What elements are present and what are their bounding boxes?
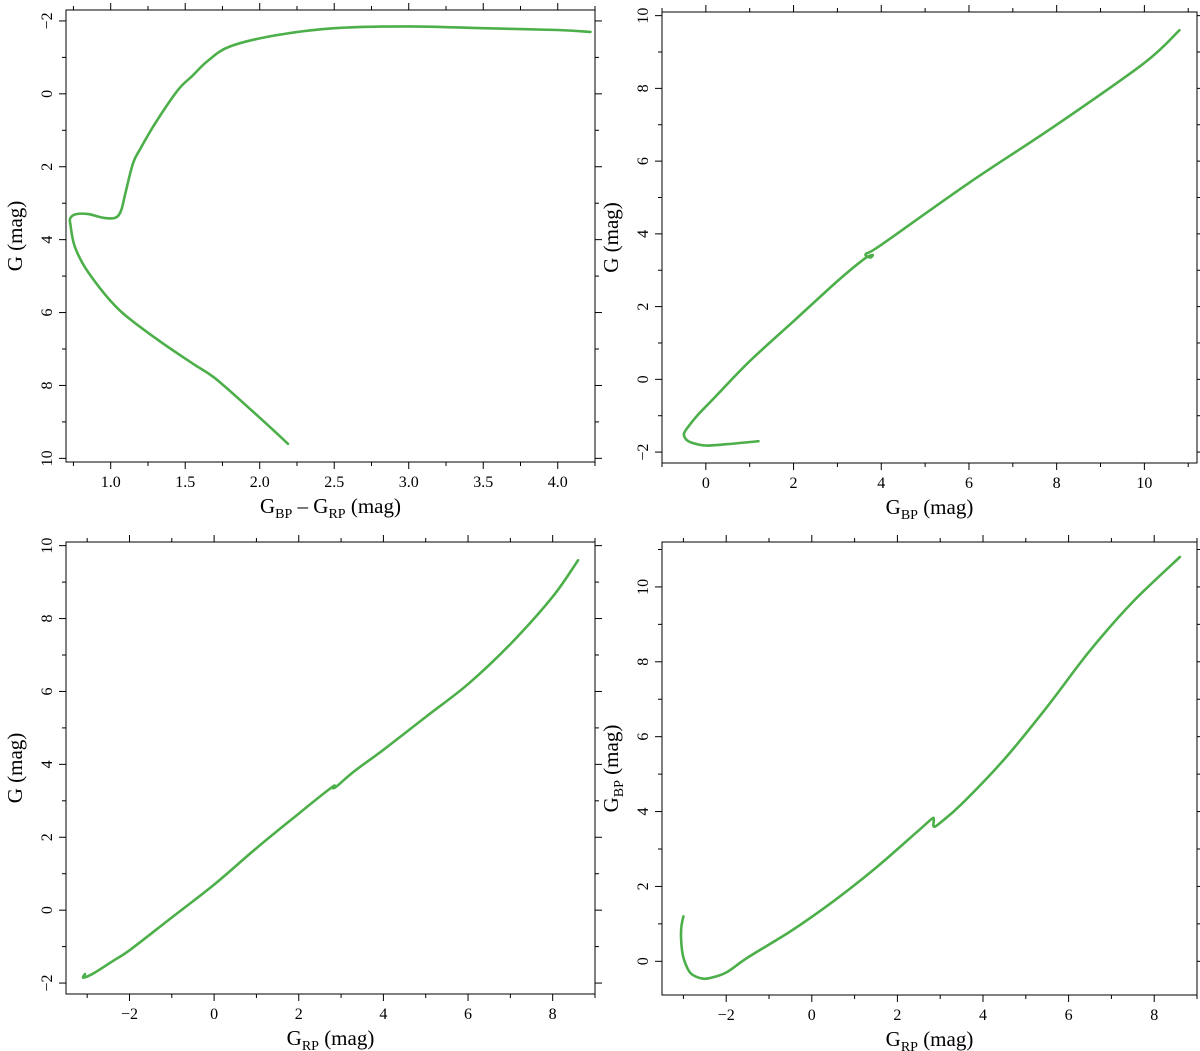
y-tick-label: 10: [39, 538, 56, 554]
y-axis-label: G (mag): [3, 201, 27, 272]
y-tick-label: 10: [635, 8, 652, 24]
x-tick-label: 2.0: [250, 474, 270, 491]
x-tick-label: 1.5: [175, 474, 195, 491]
x-tick-label: 6: [965, 475, 973, 492]
x-tick-label: 0: [702, 475, 710, 492]
x-tick-label: 8: [1053, 475, 1061, 492]
y-tick-label: 2: [39, 163, 56, 171]
x-axis-label: GBP (mag): [886, 495, 974, 523]
y-tick-label: 0: [635, 375, 652, 383]
plot-frame: [65, 9, 596, 463]
panel-top-right: 0 2 4 6 8 10 −2 0 2 4 6 8 10 GBP (mag) G (mag): [599, 5, 1200, 523]
y-tick-label: −2: [39, 975, 56, 992]
y-tick-label: 0: [635, 957, 652, 965]
x-tick-label: 3.0: [399, 474, 419, 491]
x-tick-label: 2: [790, 475, 798, 492]
x-axis-label: GRP (mag): [287, 1026, 375, 1051]
y-axis-label: GBP (mag): [599, 725, 627, 813]
x-tick-label: 6: [1065, 1007, 1073, 1024]
plot-frame: [661, 11, 1198, 464]
plot-frame: [65, 541, 596, 995]
y-tick-label: 6: [635, 157, 652, 165]
x-tick-label: −2: [718, 1007, 735, 1024]
x-tick-label: 6: [464, 1006, 472, 1023]
series-line: [679, 555, 1182, 981]
y-tick-label: 4: [39, 236, 56, 244]
x-tick-label: 2.5: [324, 474, 344, 491]
x-tick-label: 8: [1150, 1007, 1158, 1024]
y-tick-label: 0: [39, 90, 56, 98]
x-tick-label: −2: [121, 1006, 138, 1023]
y-tick-label: −2: [39, 12, 56, 29]
x-tick-label: 4: [379, 1006, 387, 1023]
y-tick-label: 8: [39, 615, 56, 623]
series-line: [68, 25, 592, 446]
panel-bottom-right: −2 0 2 4 6 8 0 2 4 6 8 10 GRP (mag) GBP (mag): [599, 535, 1200, 1051]
y-tick-label: 4: [39, 760, 56, 768]
y-axis-label: G (mag): [599, 202, 623, 273]
y-tick-label: 2: [39, 833, 56, 841]
y-tick-label: −2: [635, 444, 652, 461]
x-tick-label: 4: [979, 1007, 987, 1024]
series-line: [682, 28, 1181, 447]
x-tick-label: 0: [210, 1006, 218, 1023]
x-tick-label: 1.0: [101, 474, 121, 491]
x-tick-label: 8: [549, 1006, 557, 1023]
y-tick-label: 10: [39, 450, 56, 466]
panel-bottom-left: −2 0 2 4 6 8 −2 0 2 4 6 8 10 GRP (mag) G (mag): [3, 535, 602, 1051]
y-tick-label: 2: [635, 303, 652, 311]
y-tick-label: 8: [635, 658, 652, 666]
x-axis-label: GRP (mag): [886, 1027, 974, 1051]
y-tick-label: 6: [39, 309, 56, 317]
x-tick-label: 3.5: [473, 474, 493, 491]
x-tick-label: 2: [295, 1006, 303, 1023]
y-tick-label: 8: [39, 381, 56, 389]
x-tick-label: 4.0: [548, 474, 568, 491]
x-axis-label: GBP – GRP (mag): [260, 494, 401, 522]
x-tick-label: 10: [1136, 475, 1152, 492]
y-axis-label: G (mag): [3, 733, 27, 804]
y-tick-label: 2: [635, 882, 652, 890]
y-tick-label: 10: [635, 579, 652, 595]
y-tick-label: 6: [39, 687, 56, 695]
y-tick-label: 8: [635, 84, 652, 92]
y-tick-label: 4: [635, 230, 652, 238]
y-tick-label: 0: [39, 906, 56, 914]
x-tick-label: 0: [808, 1007, 816, 1024]
y-tick-label: 4: [635, 808, 652, 816]
series-line: [81, 558, 580, 980]
y-tick-label: 6: [635, 733, 652, 741]
panel-top-left: 1.0 1.5 2.0 2.5 3.0 3.5 4.0 −2 0 2 4 6 8 10 GBP – GRP …: [3, 3, 602, 522]
plot-frame: [661, 541, 1198, 996]
x-tick-label: 2: [893, 1007, 901, 1024]
x-tick-label: 4: [877, 475, 885, 492]
